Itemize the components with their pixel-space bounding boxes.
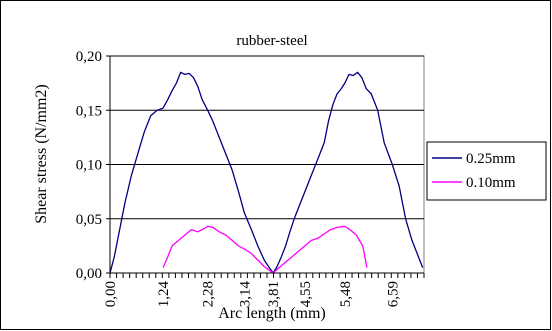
axes-group xyxy=(106,55,425,278)
y-tick-label: 0,10 xyxy=(76,158,102,174)
series-line-0.10mm xyxy=(162,225,368,274)
y-tick-label: 0,15 xyxy=(76,103,102,119)
legend-label-0.25mm: 0.25mm xyxy=(466,151,516,167)
series-line-0.25mm xyxy=(109,71,424,274)
chart-title: rubber-steel xyxy=(236,33,307,49)
x-tick-label: 3,81 xyxy=(266,281,282,307)
y-tick-label: 0,20 xyxy=(76,49,102,65)
x-axis-title: Arc length (mm) xyxy=(218,305,326,322)
x-tick-label: 1,24 xyxy=(156,281,172,308)
legend: 0.25mm 0.10mm xyxy=(426,141,547,201)
legend-box xyxy=(426,141,547,201)
x-tick-labels: 0,00 1,24 2,28 3,14 3,81 4,55 5,48 6,59 xyxy=(103,281,401,308)
y-tick-label: 0,05 xyxy=(76,212,102,228)
series-group xyxy=(109,71,424,274)
y-axis-title: Shear stress (N/mm2) xyxy=(33,84,50,224)
x-tick-label: 5,48 xyxy=(338,281,354,307)
y-tick-labels: 0,00 0,05 0,10 0,15 0,20 xyxy=(76,49,102,282)
x-tick-label: 3,14 xyxy=(238,281,254,308)
x-tick-label: 2,28 xyxy=(201,281,217,307)
x-tick-label: 4,55 xyxy=(298,281,314,307)
y-tick-label: 0,00 xyxy=(76,266,102,282)
x-tick-label: 6,59 xyxy=(385,281,401,307)
legend-label-0.10mm: 0.10mm xyxy=(466,175,516,191)
gridlines xyxy=(110,55,424,220)
x-tick-label: 0,00 xyxy=(103,281,119,307)
